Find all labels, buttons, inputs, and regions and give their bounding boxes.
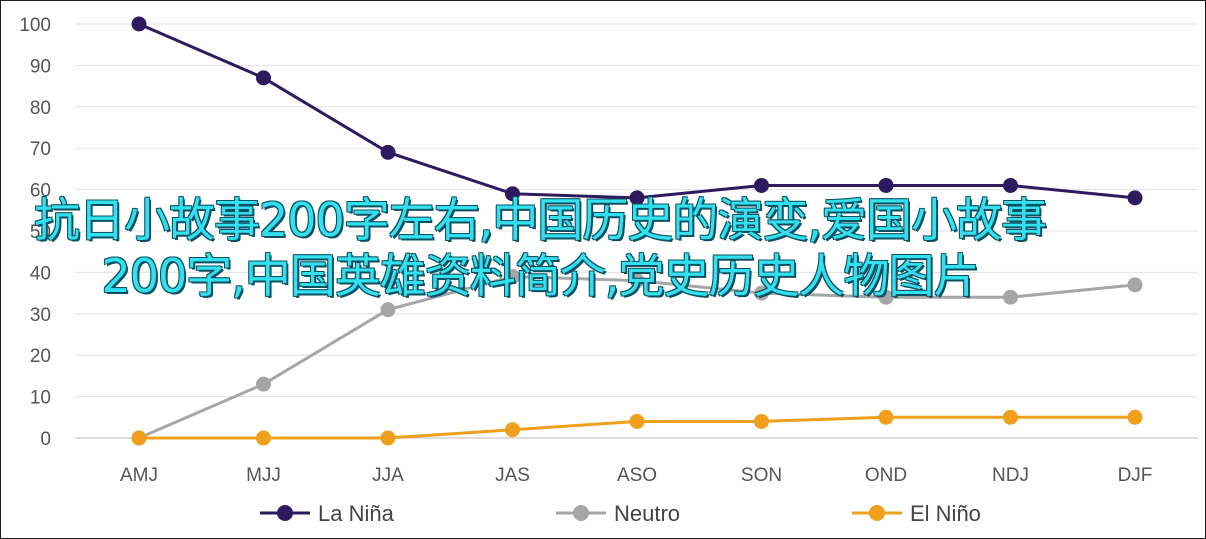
data-point xyxy=(629,273,645,289)
data-point xyxy=(1003,177,1018,193)
x-tick-label: OND xyxy=(865,465,907,486)
data-point xyxy=(1003,409,1018,425)
data-point xyxy=(505,269,520,285)
legend-label: La Niña xyxy=(318,501,395,526)
y-tick-label: 30 xyxy=(30,305,51,326)
data-point xyxy=(629,413,645,429)
data-point xyxy=(131,430,147,446)
x-tick-label: SON xyxy=(741,465,782,486)
data-point xyxy=(754,413,769,429)
data-point xyxy=(878,409,894,425)
series-line xyxy=(138,22,1136,200)
data-point xyxy=(1127,277,1143,293)
watermark-overlay-text: 抗日小故事200字左右,中国历史的演变,爱国小故事200字,中国英雄资料简介,党… xyxy=(33,193,1047,303)
y-tick-label: 40 xyxy=(30,263,51,284)
data-point xyxy=(256,430,271,446)
x-tick-label: ASO xyxy=(617,465,657,486)
data-point xyxy=(256,376,271,392)
data-point xyxy=(1127,190,1143,206)
legend-marker xyxy=(869,505,885,521)
x-tick-label: AMJ xyxy=(120,465,158,486)
data-point xyxy=(256,70,271,86)
legend: La Niña Neutro El Niño xyxy=(260,501,981,526)
data-point xyxy=(380,302,396,318)
data-point xyxy=(629,190,645,206)
y-tick-label: 20 xyxy=(30,346,51,367)
x-tick-label: JAS xyxy=(495,465,530,486)
x-tick-label: JJA xyxy=(372,465,404,486)
y-tick-label: 50 xyxy=(30,222,51,243)
legend-marker xyxy=(277,505,293,521)
legend-marker xyxy=(573,505,589,521)
data-point xyxy=(1127,409,1143,425)
y-tick-label: 100 xyxy=(19,15,51,36)
series-points xyxy=(131,16,1143,446)
data-point xyxy=(505,422,520,438)
y-axis-ticks: 0 10 20 30 40 50 60 70 80 90 100 xyxy=(19,15,51,450)
data-point xyxy=(131,16,147,32)
legend-label: El Niño xyxy=(910,501,981,526)
y-tick-label: 80 xyxy=(30,98,51,119)
y-tick-label: 10 xyxy=(30,388,51,409)
data-point xyxy=(878,289,894,305)
y-tick-label: 0 xyxy=(40,429,51,450)
data-point xyxy=(1003,289,1018,305)
y-tick-label: 60 xyxy=(30,181,51,202)
data-point xyxy=(878,177,894,193)
y-tick-label: 90 xyxy=(30,56,51,77)
data-point xyxy=(505,186,520,202)
x-tick-label: DJF xyxy=(1118,465,1153,486)
data-point xyxy=(380,144,396,160)
y-tick-label: 70 xyxy=(30,139,51,160)
data-point xyxy=(754,285,769,301)
data-point xyxy=(754,177,769,193)
x-axis-ticks: AMJ MJJ JJA JAS ASO SON OND NDJ DJF xyxy=(120,465,1152,486)
legend-label: Neutro xyxy=(614,501,680,526)
data-point xyxy=(380,430,396,446)
x-tick-label: NDJ xyxy=(992,465,1029,486)
x-tick-label: MJJ xyxy=(246,465,281,486)
